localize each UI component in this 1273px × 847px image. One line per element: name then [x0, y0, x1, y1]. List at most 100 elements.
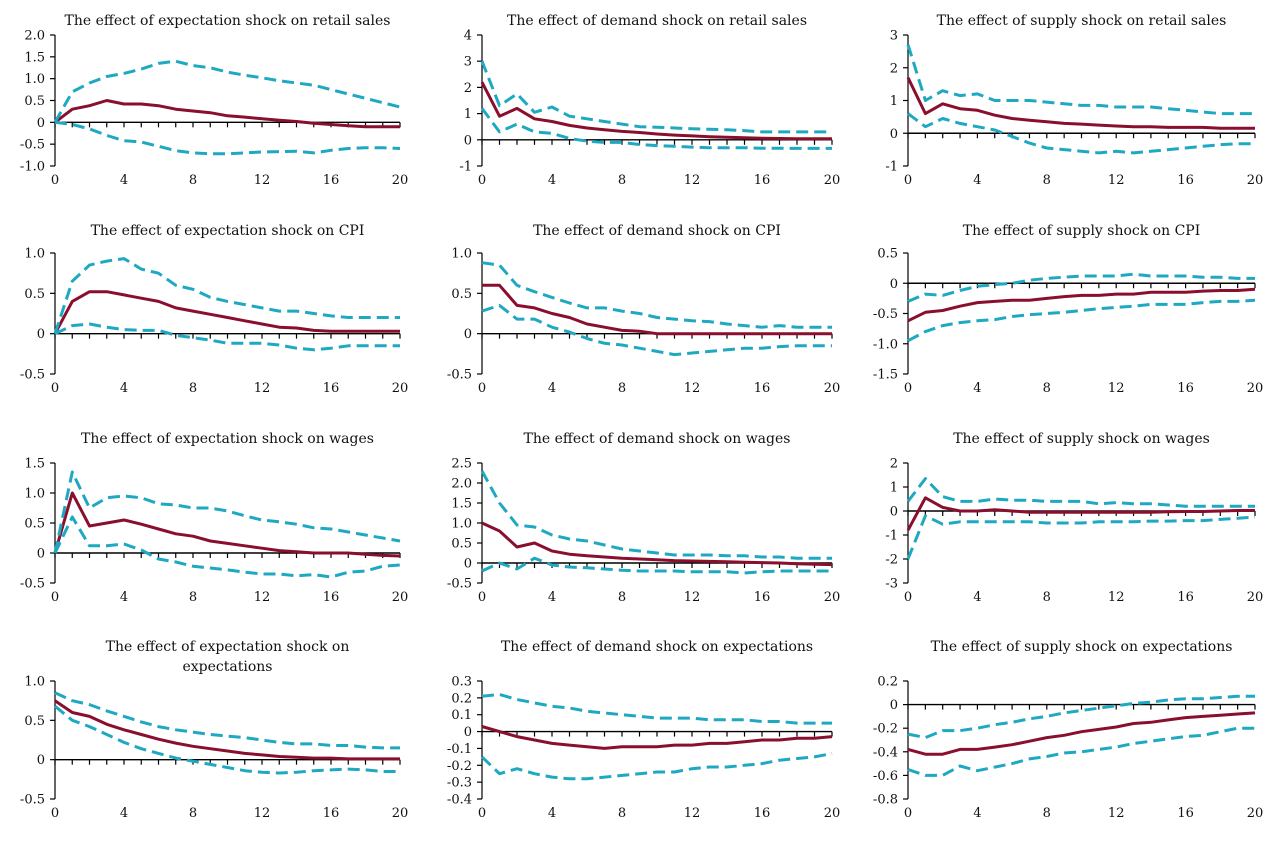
y-tick-label: -3	[885, 577, 898, 592]
y-tick-label: -0.4	[447, 793, 472, 808]
upper-band-line	[53, 470, 401, 554]
x-tick-label: 4	[548, 381, 556, 396]
upper-band-line	[481, 261, 832, 329]
panel-11: The effect of demand shock on expectatio…	[447, 639, 840, 821]
y-tick-label: 2	[890, 457, 898, 472]
panel-6: The effect of supply shock on CPI -1.5 -1.…	[873, 223, 1263, 396]
x-tick-label: 12	[1108, 590, 1125, 605]
y-tick-label: 0	[464, 557, 472, 572]
panel-10: The effect of expectation shock on expect…	[20, 639, 408, 821]
x-tick-label: 8	[618, 590, 626, 605]
x-tick-label: 8	[618, 806, 626, 821]
x-tick-label: 0	[478, 806, 486, 821]
y-tick-label: 1.5	[24, 457, 45, 472]
x-tick-label: 12	[254, 381, 271, 396]
y-tick-label: 1.0	[451, 247, 472, 262]
y-tick-label: -2	[885, 553, 898, 568]
irf-line	[481, 725, 833, 750]
x-tick-label: 4	[973, 806, 981, 821]
y-tick-label: 0	[890, 127, 898, 142]
y-tick-label: -1	[885, 160, 898, 175]
x-tick-label: 8	[618, 381, 626, 396]
x-tick-label: 16	[754, 173, 771, 188]
x-tick-label: 16	[1177, 806, 1194, 821]
upper-band-line	[54, 691, 400, 750]
x-tick-label: 0	[478, 173, 486, 188]
y-tick-label: -0.2	[447, 759, 472, 774]
irf-line	[906, 496, 1255, 531]
x-tick-label: 4	[548, 806, 556, 821]
y-tick-label: -1	[459, 160, 472, 175]
panel-title: The effect of supply shock on expectatio…	[931, 639, 1233, 655]
x-tick-label: 0	[478, 590, 486, 605]
x-tick-label: 20	[824, 590, 841, 605]
panel-title: The effect of expectation shock on retai…	[65, 13, 391, 29]
upper-band-line	[906, 44, 1255, 116]
x-tick-label: 8	[1043, 590, 1051, 605]
y-tick-label: 0	[890, 698, 898, 713]
y-tick-label: -0.5	[447, 368, 472, 383]
panel-title: The effect of supply shock on CPI	[963, 223, 1201, 239]
y-tick-label: 0.5	[451, 537, 472, 552]
y-tick-label: 1	[890, 481, 898, 496]
x-tick-label: 20	[1247, 806, 1264, 821]
x-tick-label: 16	[323, 590, 340, 605]
y-tick-label: -0.5	[20, 793, 45, 808]
x-tick-label: 8	[1043, 173, 1051, 188]
x-tick-label: 16	[754, 806, 771, 821]
irf-line	[480, 81, 832, 141]
x-tick-label: 0	[904, 590, 912, 605]
x-tick-label: 20	[392, 381, 409, 396]
lower-band-line	[53, 515, 401, 579]
x-tick-label: 0	[51, 381, 59, 396]
y-tick-label: 0.5	[24, 94, 45, 109]
y-tick-label: -1	[885, 529, 898, 544]
x-tick-label: 4	[120, 173, 128, 188]
y-tick-label: -0.1	[447, 742, 472, 757]
upper-band-line	[53, 257, 400, 335]
x-tick-label: 16	[323, 806, 340, 821]
y-tick-label: -0.8	[873, 793, 898, 808]
lower-band-line	[481, 303, 832, 357]
x-tick-label: 8	[1043, 806, 1051, 821]
lower-band-line	[907, 298, 1256, 343]
y-tick-label: 1	[464, 107, 472, 122]
y-tick-label: -0.5	[20, 138, 45, 153]
panel-title: The effect of demand shock on CPI	[533, 223, 781, 239]
x-tick-label: 8	[189, 806, 197, 821]
y-tick-label: 0.5	[24, 714, 45, 729]
upper-band-line	[907, 694, 1255, 740]
x-tick-label: 12	[1108, 173, 1125, 188]
y-tick-label: -0.5	[20, 368, 45, 383]
irf-line	[907, 711, 1256, 756]
x-tick-label: 16	[754, 590, 771, 605]
x-tick-label: 8	[189, 381, 197, 396]
y-tick-label: 0	[464, 327, 472, 342]
x-tick-label: 12	[684, 590, 701, 605]
y-tick-label: -1.0	[20, 160, 45, 175]
x-tick-label: 0	[904, 806, 912, 821]
x-tick-label: 16	[1177, 381, 1194, 396]
x-tick-label: 12	[1108, 806, 1125, 821]
y-tick-label: 1.5	[24, 50, 45, 65]
y-tick-label: 1.0	[451, 517, 472, 532]
y-tick-label: 0	[37, 547, 45, 562]
irf-line	[907, 287, 1256, 323]
x-tick-label: 4	[120, 590, 128, 605]
x-tick-label: 12	[684, 173, 701, 188]
y-tick-label: -0.2	[873, 722, 898, 737]
y-tick-label: 0	[464, 725, 472, 740]
y-tick-label: -1.0	[873, 337, 898, 352]
irf-line	[906, 76, 1255, 130]
y-tick-label: 1.0	[24, 247, 45, 262]
panel-9: The effect of supply shock on wages -3 -2 -…	[885, 431, 1263, 605]
irf-line	[53, 491, 401, 558]
x-tick-label: 16	[1177, 590, 1194, 605]
y-tick-label: 2	[464, 81, 472, 96]
panel-title: The effect of supply shock on retail sal…	[937, 13, 1227, 29]
panel-8: The effect of demand shock on wages -0.5 0…	[447, 431, 840, 605]
x-tick-label: 20	[392, 806, 409, 821]
lower-band-line	[906, 514, 1256, 560]
lower-band-line	[54, 120, 401, 156]
